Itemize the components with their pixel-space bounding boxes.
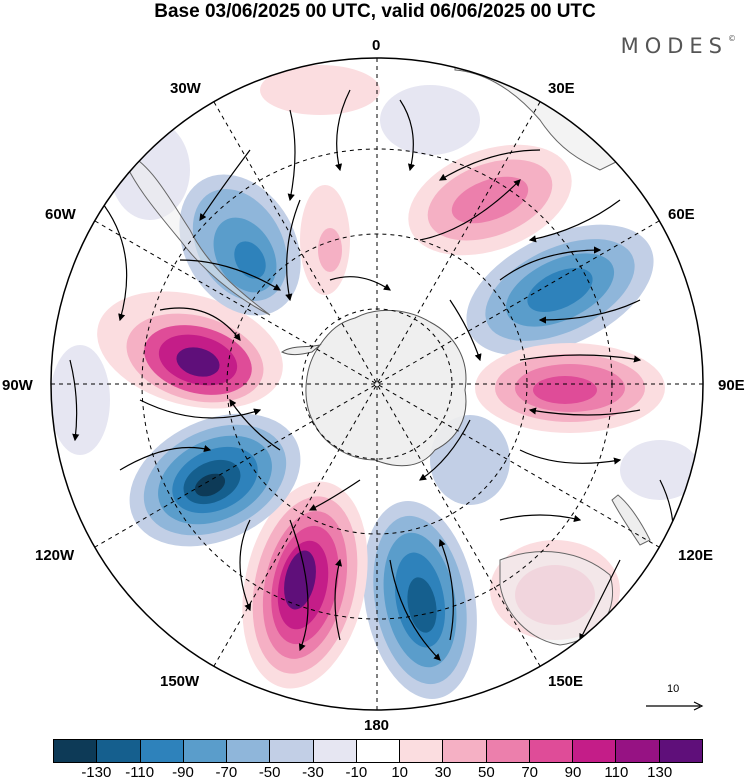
- colorbar-swatch-3: [183, 740, 228, 762]
- colorbar-swatch-1: [97, 740, 141, 762]
- anomaly-center-neg-east: [466, 224, 654, 356]
- colorbar-tick: -10: [345, 764, 368, 781]
- colorbar-tick: 50: [477, 764, 495, 781]
- anomaly-center-pos-east: [475, 343, 665, 433]
- lon-label-150w: 150W: [160, 673, 200, 690]
- anomaly-center-neg-nw: [179, 174, 301, 316]
- lon-label-90e: 90E: [718, 377, 745, 394]
- lon-label-30w: 30W: [170, 80, 201, 97]
- brand-mark: ©: [728, 34, 736, 43]
- colorbar-swatch-0: [54, 740, 98, 762]
- polar-stereographic-map: [50, 57, 704, 711]
- colorbar-swatch-13: [616, 740, 660, 762]
- colorbar-swatch-6: [313, 740, 357, 762]
- brand-logo: MODES©: [621, 34, 736, 58]
- colorbar-swatch-8: [400, 740, 444, 762]
- lon-label-150e: 150E: [548, 673, 584, 690]
- lon-label-120e: 120E: [678, 547, 714, 564]
- antarctic-peninsula: [281, 344, 322, 356]
- graticule: [51, 58, 703, 710]
- map-boundary: [50, 57, 704, 711]
- colorbar: [53, 739, 703, 763]
- colorbar-swatch-7: [356, 740, 401, 762]
- anomaly-center-neg-wsw: [129, 413, 301, 547]
- antarctica-landmass: [305, 309, 467, 467]
- anomaly-center-pos-west: [97, 291, 283, 409]
- lon-label-60w: 60W: [45, 206, 76, 223]
- colorbar-tick: 130: [647, 764, 673, 781]
- colorbar-swatch-14: [659, 740, 702, 762]
- brand-text: MODES: [620, 34, 728, 58]
- anomaly-center-pos-ssw: [242, 481, 368, 689]
- lon-label-120w: 120W: [35, 547, 75, 564]
- colorbar-tick: -110: [125, 764, 155, 781]
- anomaly-center-pos-north: [260, 65, 380, 295]
- anomaly-center-neg-south: [363, 501, 477, 699]
- colorbar-tick: 10: [391, 764, 408, 781]
- colorbar-tick: -90: [172, 764, 194, 781]
- lon-label-60e: 60E: [668, 206, 695, 223]
- colorbar-tick: 30: [434, 764, 452, 781]
- colorbar-tick: -30: [302, 764, 324, 781]
- colorbar-swatch-11: [529, 740, 574, 762]
- colorbar-tick: -130: [81, 764, 112, 781]
- lon-label-0: 0: [372, 37, 381, 54]
- map-title: Base 03/06/2025 00 UTC, valid 06/06/2025…: [154, 1, 596, 22]
- colorbar-swatch-4: [227, 740, 271, 762]
- colorbar-swatch-2: [140, 740, 184, 762]
- colorbar-swatch-9: [443, 740, 487, 762]
- reference-vector-label: 10: [667, 683, 680, 695]
- south-america-coast: [119, 149, 271, 316]
- colorbar-swatch-10: [486, 740, 530, 762]
- lon-label-30e: 30E: [548, 80, 575, 97]
- colorbar-tick: -50: [258, 764, 281, 781]
- colorbar-tick: 90: [564, 764, 582, 781]
- colorbar-tick-labels: -130 -110 -90 -70 -50 -30 -10 10 30 50 70 90 110 130: [0, 764, 750, 782]
- colorbar-swatch-5: [270, 740, 314, 762]
- lon-label-90w: 90W: [2, 377, 33, 394]
- anomaly-center-pos-ne: [408, 144, 572, 256]
- colorbar-tick: 110: [604, 764, 629, 781]
- new-zealand-coast: [611, 494, 651, 546]
- reference-vector-arrow: [646, 701, 704, 711]
- colorbar-swatch-12: [573, 740, 617, 762]
- lon-label-180: 180: [364, 717, 390, 734]
- colorbar-tick: 70: [521, 764, 538, 781]
- colorbar-tick: -70: [215, 764, 238, 781]
